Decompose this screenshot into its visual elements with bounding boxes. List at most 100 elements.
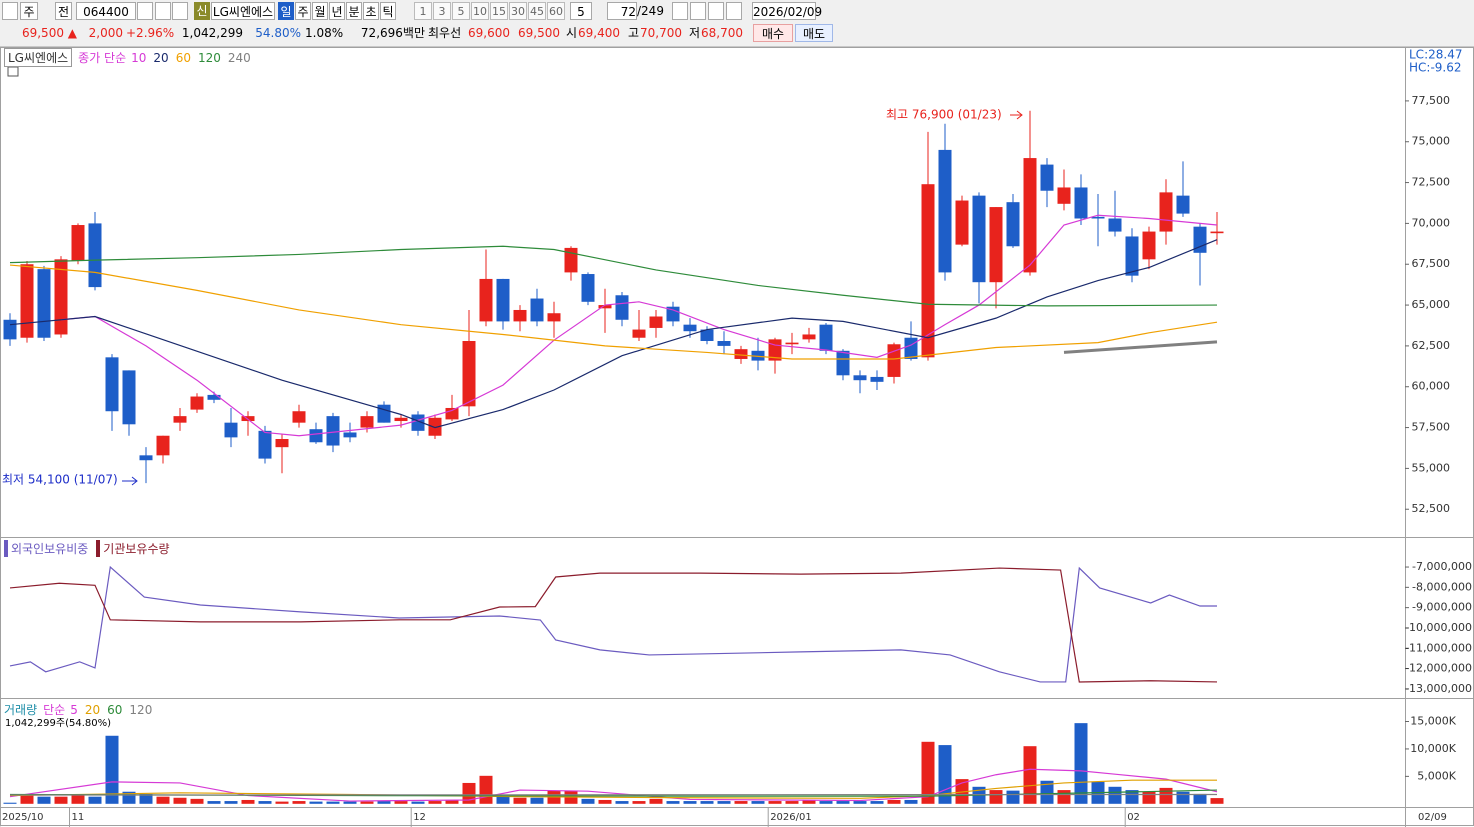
- interval-button[interactable]: 60: [547, 2, 565, 20]
- volume-bar: [1006, 790, 1020, 804]
- volume-bar: [190, 798, 204, 804]
- icon-button[interactable]: [2, 2, 18, 20]
- icon-button[interactable]: [672, 2, 688, 20]
- volume-bar: [20, 795, 34, 804]
- volume-bar: [496, 796, 510, 804]
- quote-field: 54.80%: [255, 26, 301, 40]
- icon-button[interactable]: [172, 2, 188, 20]
- volume-bar: [1142, 791, 1156, 804]
- interval-button[interactable]: 3: [433, 2, 451, 20]
- volume-bar: [394, 801, 408, 804]
- volume-bar: [360, 801, 374, 804]
- candle-body: [836, 350, 850, 376]
- period-button[interactable]: 주: [295, 2, 311, 20]
- y-tick-label: -10,000,000: [1405, 621, 1472, 634]
- interval-button[interactable]: 30: [509, 2, 527, 20]
- icon-button[interactable]: [137, 2, 153, 20]
- legend-entry: 20: [153, 51, 169, 65]
- volume-bar: [3, 802, 17, 804]
- candle-body: [921, 184, 935, 358]
- volume-bar: [802, 799, 816, 804]
- period-button[interactable]: 년: [329, 2, 345, 20]
- legend-entry: 10: [131, 51, 147, 65]
- volume-bar: [785, 801, 799, 804]
- candle-body: [802, 334, 816, 340]
- candle-body: [972, 195, 986, 283]
- candle-body: [1006, 202, 1020, 247]
- volume-bar: [224, 801, 238, 804]
- volume-bar: [88, 796, 102, 804]
- y-tick-label: -9,000,000: [1412, 601, 1472, 614]
- candle-body: [326, 416, 340, 446]
- y-tick-label: 62,500: [1412, 339, 1451, 352]
- quote-field: 고: [628, 26, 640, 40]
- quote-field: 69,500: [518, 26, 560, 40]
- period-button[interactable]: 초: [363, 2, 379, 20]
- toolbar-item[interactable]: 5: [570, 2, 592, 20]
- volume-bar: [1125, 790, 1139, 804]
- toolbar-item[interactable]: LG씨엔에스: [211, 2, 275, 20]
- quote-field[interactable]: 매도: [795, 24, 833, 42]
- interval-button[interactable]: 45: [528, 2, 546, 20]
- quote-field[interactable]: 매수: [753, 24, 793, 42]
- legend-title: 거래량: [4, 703, 38, 717]
- interval-button[interactable]: 1: [414, 2, 432, 20]
- volume-bar: [275, 801, 289, 804]
- volume-bar: [530, 797, 544, 804]
- candle-body: [462, 341, 476, 407]
- volume-bar: [734, 801, 748, 804]
- icon-button[interactable]: [708, 2, 724, 20]
- candle-body: [1176, 195, 1190, 214]
- legend: LG씨엔에스 종가 단순 10 20 60 120 240: [4, 48, 258, 67]
- interval-button[interactable]: 10: [471, 2, 489, 20]
- interval-button[interactable]: 15: [490, 2, 508, 20]
- icon-button[interactable]: [155, 2, 171, 20]
- y-tick-label: 55,000: [1412, 461, 1451, 474]
- toolbar-item[interactable]: 064400: [76, 2, 136, 20]
- ma-line: [9, 793, 1218, 796]
- volume-bar: [292, 801, 306, 804]
- candle-body: [1159, 192, 1173, 232]
- quote-field: 70,700: [640, 26, 682, 40]
- period-button[interactable]: 월: [312, 2, 328, 20]
- period-button[interactable]: 분: [346, 2, 362, 20]
- annotation-arrow: [122, 476, 138, 486]
- candle-body: [734, 349, 748, 359]
- candle-body: [1108, 218, 1122, 232]
- toolbar-item[interactable]: 72: [607, 2, 637, 20]
- interval-button[interactable]: 5: [452, 2, 470, 20]
- candle-body: [156, 435, 170, 456]
- candle-body: [785, 342, 799, 345]
- volume-bar: [853, 801, 867, 804]
- icon-button[interactable]: [690, 2, 706, 20]
- y-tick-label: 67,500: [1412, 257, 1451, 270]
- candle-body: [20, 264, 34, 338]
- y-tick-label: 65,000: [1412, 298, 1451, 311]
- volume-bar: [1108, 786, 1122, 804]
- candle-body: [496, 278, 510, 322]
- icon-button[interactable]: [726, 2, 742, 20]
- y-tick-label: 60,000: [1412, 380, 1451, 393]
- candle-body: [3, 319, 17, 340]
- period-button[interactable]: 틱: [380, 2, 396, 20]
- volume-bar: [700, 801, 714, 804]
- legend-label: 종가 단순: [78, 51, 127, 65]
- y-tick-label: 52,500: [1412, 502, 1451, 515]
- toolbar-item[interactable]: 주: [20, 2, 38, 20]
- quote-field: 69,400: [578, 26, 620, 40]
- x-tick-label: 2026/01: [770, 812, 812, 823]
- volume-bar: [921, 741, 935, 804]
- candle-body: [1210, 231, 1224, 234]
- quote-field: 72,696백만: [360, 26, 425, 40]
- period-button[interactable]: 일: [278, 2, 294, 20]
- volume-bar: [326, 801, 340, 804]
- toolbar-item[interactable]: 2026/02/09: [752, 2, 822, 20]
- quote-field: 저: [689, 26, 701, 40]
- annotation-high: 최고 76,900 (01/23): [886, 108, 1002, 122]
- legend-entry: 60: [175, 51, 191, 65]
- quote-field: +2.96%: [126, 26, 175, 40]
- volume-bar: [1193, 793, 1207, 804]
- toolbar-item[interactable]: 전: [55, 2, 72, 20]
- volume-bar: [1057, 790, 1071, 804]
- candle-body: [751, 350, 765, 361]
